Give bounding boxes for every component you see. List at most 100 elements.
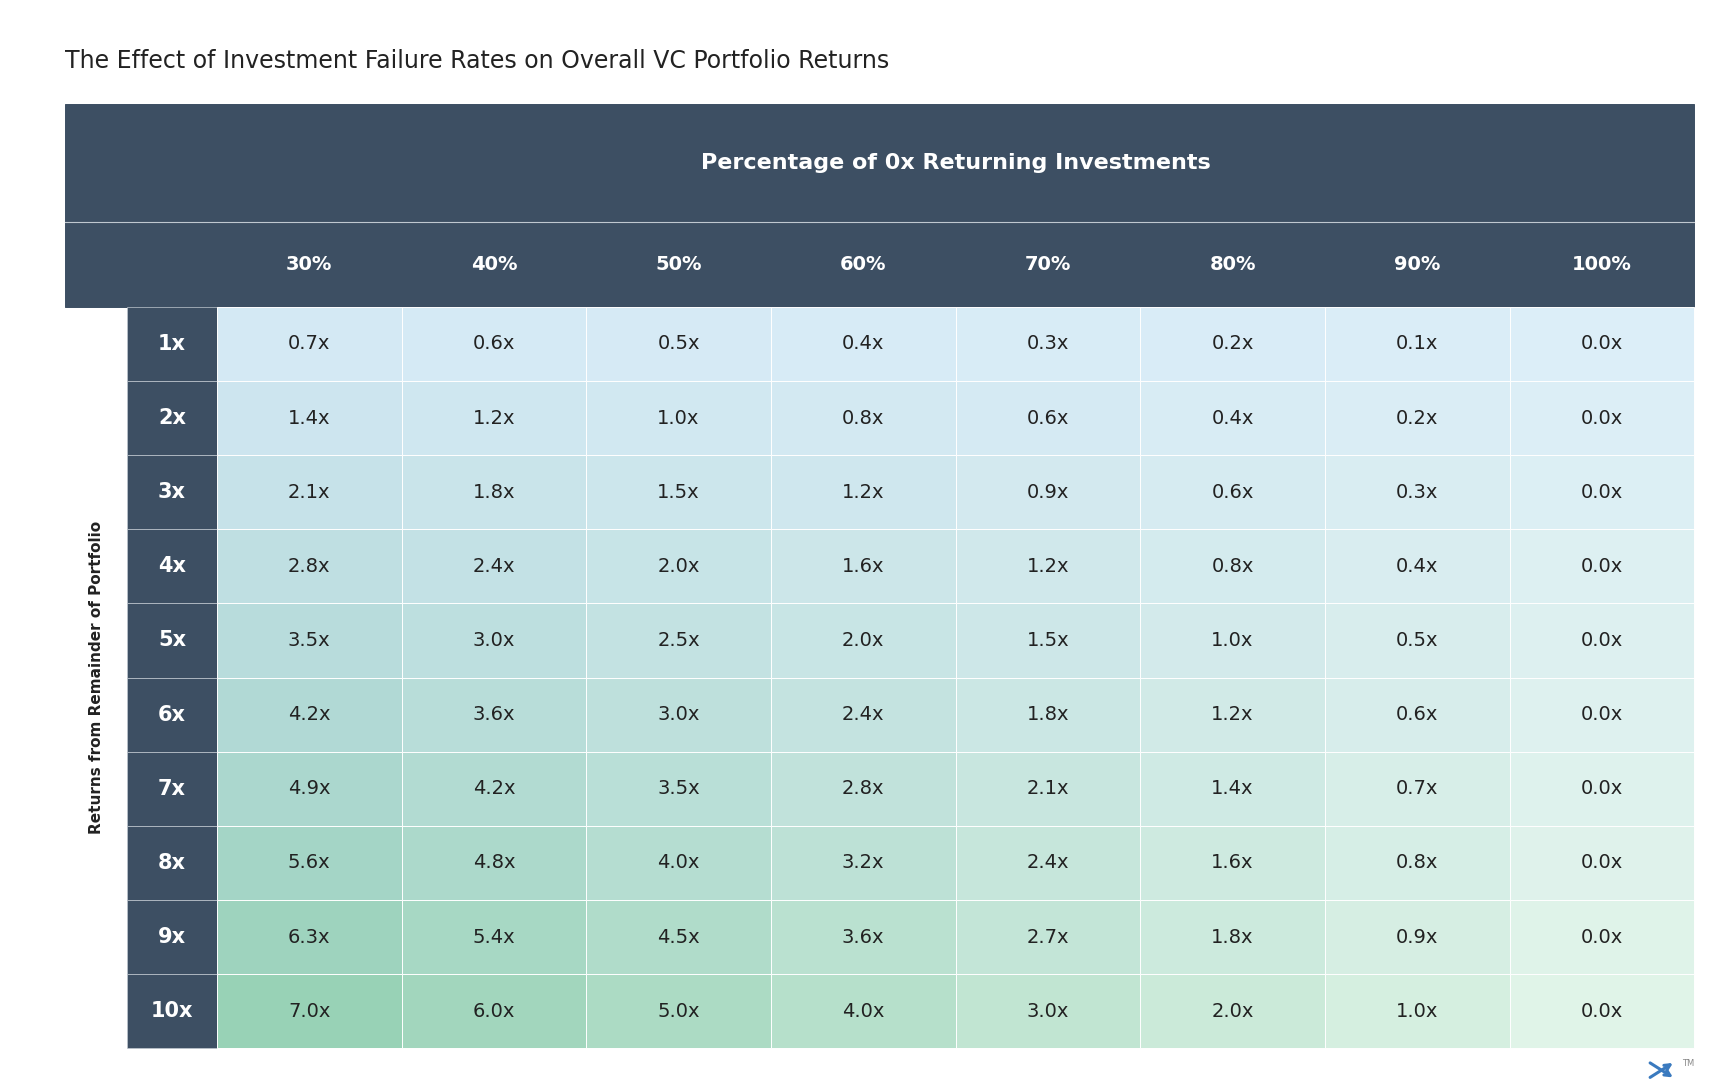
Bar [1324,826,1510,900]
Text: 0.0x: 0.0x [1581,854,1624,873]
Bar [1324,381,1510,455]
Text: 2.8x: 2.8x [841,780,884,798]
Text: 4x: 4x [158,556,186,577]
Bar [127,900,217,974]
Bar [401,530,587,604]
Bar [1140,826,1324,900]
Text: 0.6x: 0.6x [1211,483,1254,501]
Bar [1140,604,1324,677]
Text: 1x: 1x [158,334,186,354]
Bar [401,677,587,751]
Bar [771,530,956,604]
Bar [401,604,587,677]
Text: 2.4x: 2.4x [473,557,514,575]
Bar [1510,381,1694,455]
Bar [771,604,956,677]
Text: 2.0x: 2.0x [1211,1001,1254,1021]
Bar [401,900,587,974]
Text: 0.2x: 0.2x [1397,408,1438,428]
Text: 6.3x: 6.3x [287,927,330,947]
Text: 40%: 40% [471,254,518,274]
Text: 100%: 100% [1572,254,1632,274]
Text: 2.0x: 2.0x [843,631,884,650]
Bar [587,900,771,974]
Bar [127,530,217,604]
Bar [217,307,401,381]
Text: 2.1x: 2.1x [1027,780,1070,798]
Bar [217,381,401,455]
Text: 3.0x: 3.0x [1027,1001,1070,1021]
Text: Percentage of 0x Returning Investments: Percentage of 0x Returning Investments [700,153,1211,173]
Bar [771,900,956,974]
Text: 0.5x: 0.5x [657,334,700,354]
Text: 30%: 30% [286,254,332,274]
Bar [1324,974,1510,1048]
Text: Returns from Remainder of Portfolio: Returns from Remainder of Portfolio [89,521,103,834]
Bar [1140,751,1324,826]
Bar [1140,381,1324,455]
Text: 1.0x: 1.0x [657,408,700,428]
Bar [401,751,587,826]
Text: 5.0x: 5.0x [657,1001,700,1021]
Text: 1.4x: 1.4x [1211,780,1254,798]
Text: 1.8x: 1.8x [1027,705,1070,724]
Bar [587,307,771,381]
Text: 3.2x: 3.2x [841,854,884,873]
Text: 0.8x: 0.8x [1211,557,1254,575]
Text: 2.8x: 2.8x [287,557,330,575]
Bar [1510,974,1694,1048]
Text: 90%: 90% [1393,254,1440,274]
Bar [217,826,401,900]
Text: 0.8x: 0.8x [1397,854,1438,873]
Bar [1510,751,1694,826]
Bar [587,604,771,677]
Text: 5x: 5x [158,630,186,651]
Text: 2.7x: 2.7x [1027,927,1070,947]
Text: 0.5x: 0.5x [1397,631,1438,650]
Text: 1.2x: 1.2x [1211,705,1254,724]
Bar [587,381,771,455]
Text: 3.6x: 3.6x [473,705,514,724]
Bar [771,826,956,900]
Text: 1.5x: 1.5x [657,483,700,501]
Bar [587,826,771,900]
Bar [127,455,217,530]
Text: 1.5x: 1.5x [1027,631,1070,650]
Bar [401,307,587,381]
Text: 0.3x: 0.3x [1027,334,1070,354]
Bar [1140,307,1324,381]
Bar [771,381,956,455]
Bar [1324,677,1510,751]
Text: 70%: 70% [1025,254,1072,274]
Bar [127,381,217,455]
Bar [1510,604,1694,677]
Text: 1.8x: 1.8x [473,483,514,501]
Bar [771,677,956,751]
Text: 80%: 80% [1209,254,1256,274]
Text: 0.0x: 0.0x [1581,408,1624,428]
Bar [1140,530,1324,604]
Text: 4.2x: 4.2x [473,780,514,798]
Text: 2.0x: 2.0x [657,557,700,575]
Bar [587,677,771,751]
Text: 3.0x: 3.0x [657,705,700,724]
Text: 0.4x: 0.4x [843,334,884,354]
Text: 2.4x: 2.4x [1027,854,1070,873]
Text: 5.6x: 5.6x [287,854,330,873]
Bar [1510,530,1694,604]
Text: 2.4x: 2.4x [841,705,884,724]
Bar [217,530,401,604]
Text: 3x: 3x [158,483,186,502]
Text: 0.4x: 0.4x [1211,408,1254,428]
Text: 1.8x: 1.8x [1211,927,1254,947]
Text: 0.0x: 0.0x [1581,927,1624,947]
Text: 0.0x: 0.0x [1581,557,1624,575]
Bar [956,381,1140,455]
Bar [1324,900,1510,974]
Text: 4.0x: 4.0x [657,854,700,873]
Text: The Effect of Investment Failure Rates on Overall VC Portfolio Returns: The Effect of Investment Failure Rates o… [65,49,889,73]
Bar [65,222,1694,307]
Text: 4.8x: 4.8x [473,854,514,873]
Bar [1324,604,1510,677]
Text: 0.7x: 0.7x [1397,780,1438,798]
